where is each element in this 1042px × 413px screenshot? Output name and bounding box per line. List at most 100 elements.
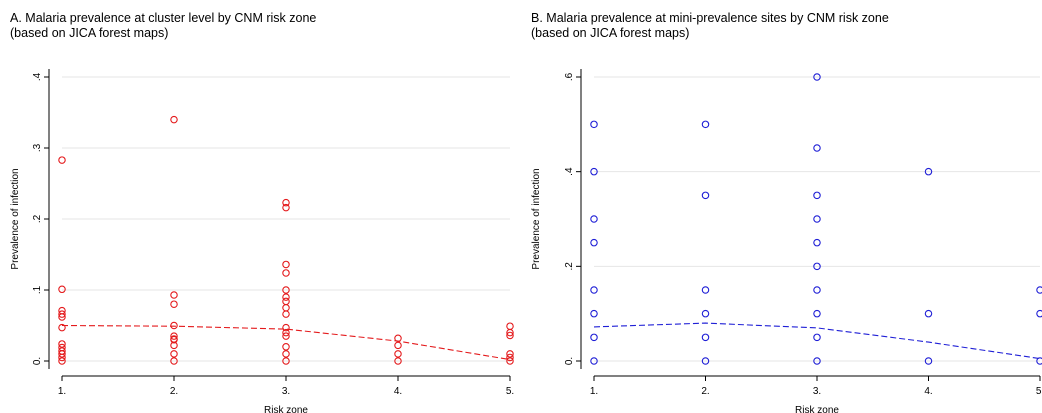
y-axis-title: Prevalence of infection	[10, 168, 21, 269]
data-point	[58, 350, 66, 358]
data-point	[506, 350, 514, 358]
data-point	[813, 144, 821, 152]
data-point	[282, 310, 290, 318]
mean-line	[593, 322, 1041, 360]
x-axis-title: Risk zone	[795, 405, 839, 413]
data-point	[58, 156, 66, 164]
data-point	[170, 115, 178, 124]
data-point	[58, 323, 66, 332]
data-point	[282, 350, 290, 358]
chart-title-block: B. Malaria prevalence at mini-prevalence…	[531, 11, 889, 41]
data-point	[394, 350, 402, 358]
data-point	[282, 286, 290, 294]
x-tick-label: 1.	[590, 386, 598, 397]
data-point	[58, 310, 66, 318]
panel-a: A. Malaria prevalence at cluster level b…	[10, 11, 514, 413]
data-point	[170, 335, 178, 344]
data-point	[813, 286, 821, 294]
data-point	[282, 343, 290, 351]
data-point	[590, 120, 598, 129]
data-point	[813, 309, 821, 318]
data-point	[506, 328, 514, 337]
data-point	[506, 353, 514, 362]
data-point	[701, 333, 710, 342]
panel-b: B. Malaria prevalence at mini-prevalence…	[521, 0, 1042, 413]
data-point	[58, 313, 66, 321]
y-axis-title: Prevalence of infection	[531, 168, 542, 269]
data-point	[282, 357, 290, 365]
y-tick-label: .2	[564, 262, 575, 271]
data-point	[701, 191, 710, 200]
data-point	[282, 323, 290, 332]
x-tick-label: 5.	[1036, 386, 1042, 397]
data-point	[701, 309, 710, 318]
data-point	[394, 357, 402, 365]
data-point	[394, 341, 402, 350]
x-tick-label: 2.	[170, 386, 178, 397]
data-point	[1036, 286, 1042, 294]
data-point	[506, 331, 514, 340]
data-point	[1036, 357, 1042, 365]
data-point	[170, 332, 178, 340]
data-point	[282, 297, 290, 306]
data-point	[282, 332, 290, 340]
data-point	[590, 167, 598, 176]
y-tick-label: .3	[32, 143, 43, 152]
data-point	[701, 120, 710, 129]
mean-line	[61, 324, 511, 361]
data-point	[282, 269, 290, 277]
data-point	[58, 353, 66, 362]
data-point	[1036, 309, 1042, 318]
x-tick-label: 5.	[506, 386, 514, 397]
data-point	[701, 357, 710, 365]
x-tick-label: 4.	[924, 386, 932, 397]
y-tick-label: .4	[32, 72, 43, 81]
x-tick-label: 2.	[701, 386, 709, 397]
chart-subtitle: (based on JICA forest maps)	[531, 26, 690, 40]
data-point	[590, 333, 598, 342]
data-point	[282, 203, 290, 212]
data-point	[813, 238, 821, 247]
axes: 0. .2 .4 .6 1. 2. 3. 4. 5. Risk zone Prevalence of…	[531, 69, 1042, 413]
data-point	[58, 340, 66, 348]
y-tick-label: 0.	[564, 357, 575, 365]
chart-title-block: A. Malaria prevalence at cluster level b…	[10, 11, 316, 41]
data-point	[282, 198, 290, 207]
gridlines	[62, 76, 510, 362]
chart-subtitle: (based on JICA forest maps)	[10, 26, 169, 40]
data-point	[282, 328, 290, 337]
data-point	[170, 350, 178, 358]
y-tick-label: .2	[32, 214, 43, 223]
y-tick-label: 0.	[32, 357, 43, 365]
data-point	[170, 321, 178, 330]
data-point	[58, 357, 66, 365]
data-layer	[590, 73, 1042, 365]
data-point	[506, 357, 514, 365]
x-axis-title: Risk zone	[264, 405, 308, 413]
data-point	[590, 286, 598, 294]
data-point	[590, 215, 598, 223]
data-point	[58, 285, 66, 294]
data-point	[813, 333, 821, 342]
y-tick-label: .1	[32, 285, 43, 294]
scatter-plot-a: 0. .1 .2 .3 .4 1. 2. 3. 4. 5. Risk zone Prevalence …	[10, 69, 514, 413]
x-tick-label: 3.	[813, 386, 821, 397]
chart-title: A. Malaria prevalence at cluster level b…	[10, 11, 317, 25]
data-point	[590, 309, 598, 318]
data-point	[170, 341, 178, 350]
data-point	[924, 357, 933, 365]
data-point	[282, 260, 290, 269]
data-point	[170, 357, 178, 365]
chart-title: B. Malaria prevalence at mini-prevalence…	[531, 11, 889, 25]
scatter-plot-b: 0. .2 .4 .6 1. 2. 3. 4. 5. Risk zone Prevalence of…	[531, 69, 1042, 413]
y-tick-label: .6	[564, 72, 575, 81]
data-point	[590, 357, 598, 365]
x-tick-label: 3.	[282, 386, 290, 397]
data-point	[813, 73, 821, 81]
data-point	[170, 291, 178, 299]
data-point	[813, 215, 821, 223]
data-layer	[58, 115, 514, 365]
data-point	[282, 303, 290, 312]
data-point	[813, 357, 821, 365]
data-point	[924, 167, 933, 176]
